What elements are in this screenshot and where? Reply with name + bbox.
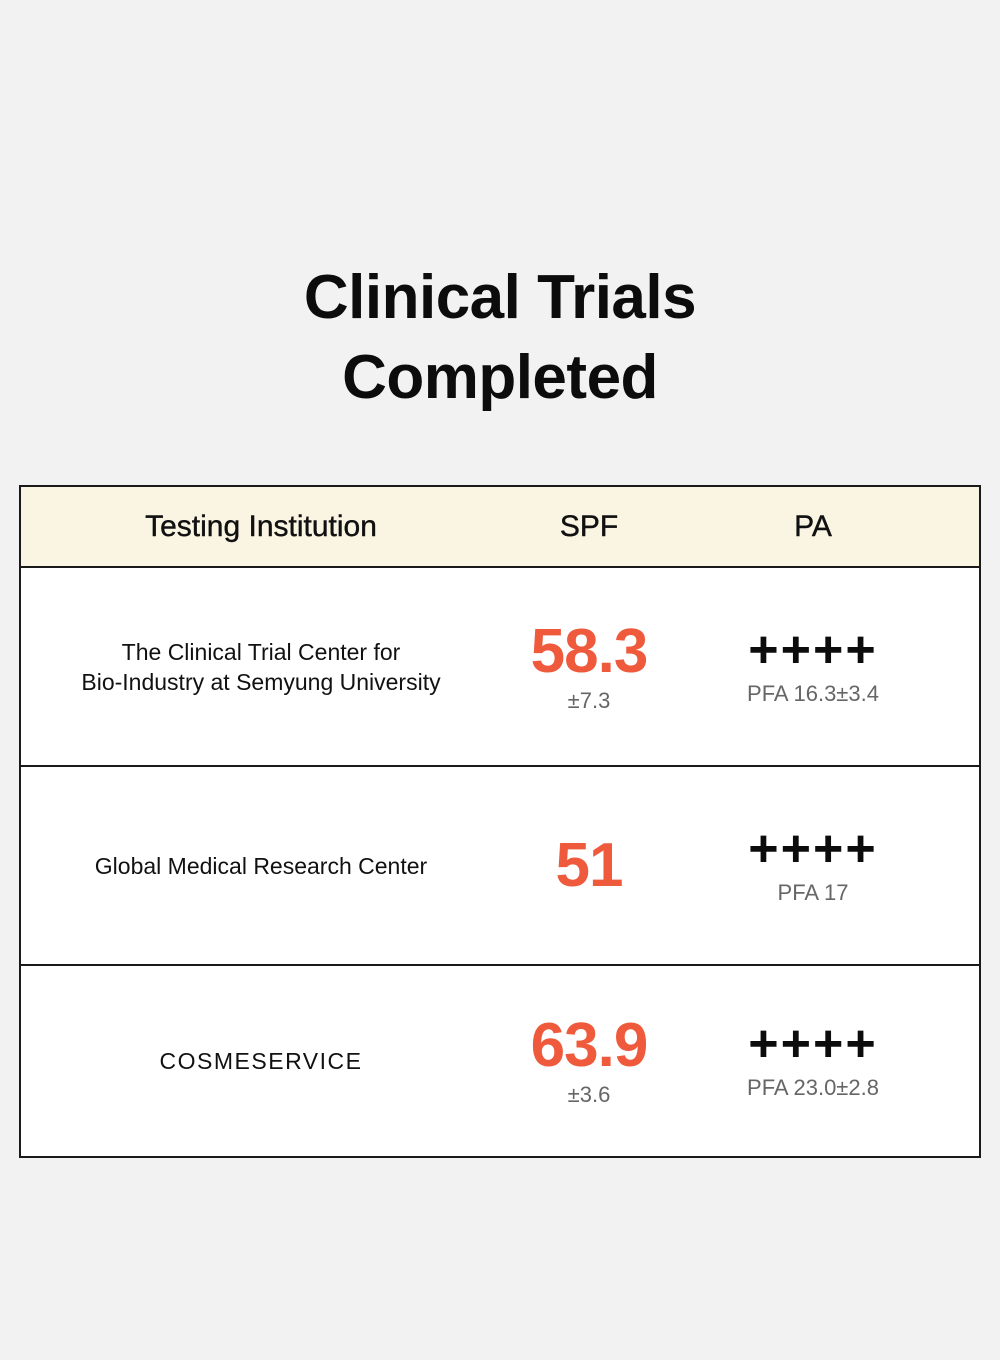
institution-name: The Clinical Trial Center for Bio-Indust… xyxy=(81,638,441,695)
spf-cell: 63.9 ±3.6 xyxy=(501,1014,677,1108)
pfa-value: PFA 17 xyxy=(777,879,849,905)
institution-name: Global Medical Research Center xyxy=(94,852,428,879)
table-row: The Clinical Trial Center for Bio-Indust… xyxy=(21,568,979,767)
pa-cell: ++++ PFA 16.3±3.4 xyxy=(677,620,949,707)
institution-cell: The Clinical Trial Center for Bio-Indust… xyxy=(21,637,501,697)
pa-grade: ++++ xyxy=(748,819,878,878)
table-row: COSMESERVICE 63.9 ±3.6 ++++ PFA 23.0±2.8 xyxy=(21,966,979,1156)
institution-cell: Global Medical Research Center xyxy=(21,851,501,881)
pfa-value: PFA 23.0±2.8 xyxy=(747,1075,879,1100)
title-line-2: Completed xyxy=(342,343,658,412)
institution-name: COSMESERVICE xyxy=(159,1048,363,1074)
spf-deviation: ±3.6 xyxy=(567,1082,611,1107)
spf-value: 63.9 xyxy=(530,1011,649,1080)
spf-value: 58.3 xyxy=(530,616,649,686)
header-spf: SPF xyxy=(559,509,619,543)
table-header-row: Testing Institution SPF PA xyxy=(21,487,979,568)
header-pa: PA xyxy=(794,509,832,543)
pfa-value: PFA 16.3±3.4 xyxy=(747,680,879,706)
spf-cell: 51 xyxy=(501,830,677,900)
spf-deviation: ±7.3 xyxy=(567,687,611,713)
spf-cell: 58.3 ±7.3 xyxy=(501,616,677,714)
pa-grade: ++++ xyxy=(748,620,878,679)
pa-grade: ++++ xyxy=(748,1015,878,1073)
page-title: Clinical Trials Completed xyxy=(0,258,1000,418)
clinical-trials-table: Testing Institution SPF PA The Clinical … xyxy=(19,485,981,1158)
pa-cell: ++++ PFA 23.0±2.8 xyxy=(677,1015,949,1101)
table-row: Global Medical Research Center 51 ++++ P… xyxy=(21,767,979,966)
title-line-1: Clinical Trials xyxy=(303,263,697,332)
spf-value: 51 xyxy=(555,830,624,900)
header-testing-institution: Testing Institution xyxy=(145,509,377,543)
pa-cell: ++++ PFA 17 xyxy=(677,819,949,906)
institution-cell: COSMESERVICE xyxy=(21,1046,501,1076)
